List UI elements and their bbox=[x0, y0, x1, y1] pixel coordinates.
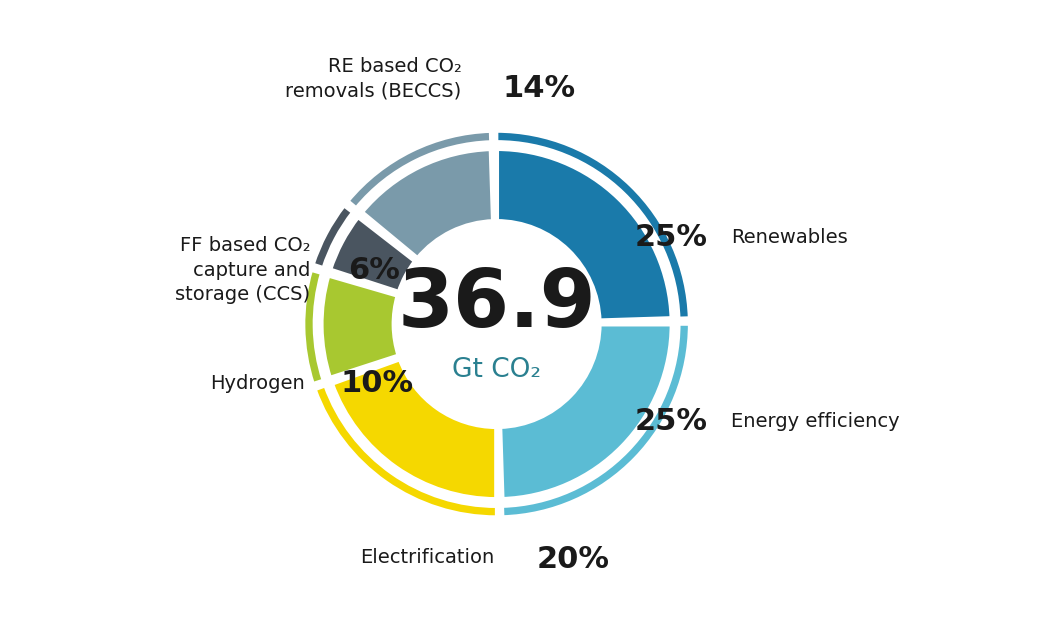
Wedge shape bbox=[331, 359, 497, 500]
Text: Electrification: Electrification bbox=[359, 548, 494, 567]
Text: 25%: 25% bbox=[634, 407, 707, 436]
Text: RE based CO₂
removals (BECCS): RE based CO₂ removals (BECCS) bbox=[285, 57, 461, 100]
Text: 6%: 6% bbox=[348, 256, 400, 285]
Wedge shape bbox=[497, 148, 672, 321]
Circle shape bbox=[395, 223, 597, 425]
Text: Hydrogen: Hydrogen bbox=[211, 374, 305, 393]
Wedge shape bbox=[313, 206, 352, 268]
Wedge shape bbox=[497, 131, 690, 318]
Text: 14%: 14% bbox=[502, 74, 575, 103]
Text: Energy efficiency: Energy efficiency bbox=[732, 412, 900, 431]
Text: 10%: 10% bbox=[340, 369, 413, 398]
Wedge shape bbox=[321, 275, 399, 378]
Wedge shape bbox=[330, 216, 416, 292]
Text: 20%: 20% bbox=[537, 545, 610, 574]
Wedge shape bbox=[362, 149, 494, 259]
Wedge shape bbox=[500, 324, 672, 499]
Text: FF based CO₂
capture and
storage (CCS): FF based CO₂ capture and storage (CCS) bbox=[175, 237, 310, 304]
Text: Gt CO₂: Gt CO₂ bbox=[452, 357, 541, 383]
Text: 25%: 25% bbox=[634, 223, 707, 252]
Wedge shape bbox=[304, 270, 324, 384]
Wedge shape bbox=[348, 131, 490, 208]
Text: Renewables: Renewables bbox=[732, 228, 848, 247]
Text: 36.9: 36.9 bbox=[397, 266, 596, 344]
Wedge shape bbox=[502, 324, 690, 517]
Wedge shape bbox=[315, 386, 497, 517]
